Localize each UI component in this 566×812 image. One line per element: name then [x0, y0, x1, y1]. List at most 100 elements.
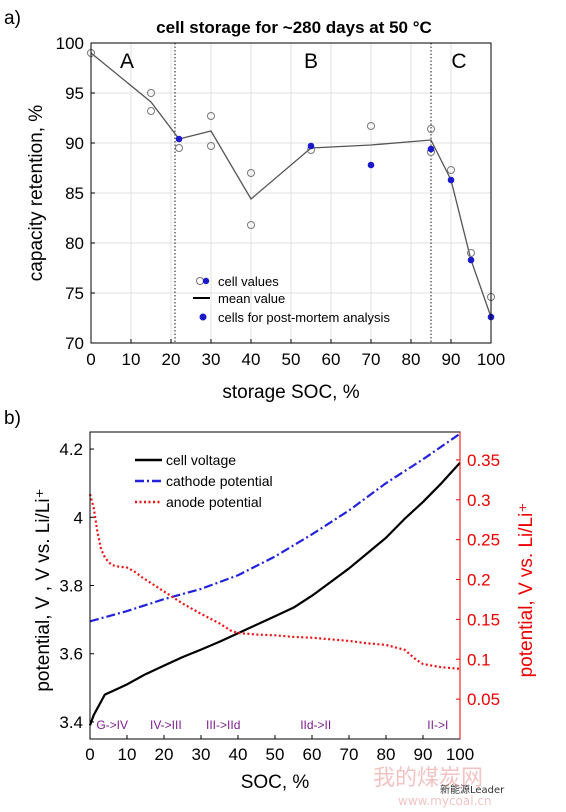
- panel-b-x-ticks: 0 10 20 30 40 50 60 70 80 90 100: [85, 735, 474, 764]
- right-tick-label: 0.25: [467, 531, 500, 550]
- x-tick-label: 0: [85, 745, 94, 764]
- cell-values-points: [87, 49, 495, 301]
- anode-potential-curve: [88, 493, 461, 670]
- x-tick-label: 30: [192, 745, 211, 764]
- cell-value-point: [367, 122, 375, 130]
- x-tick-label: 100: [477, 350, 505, 369]
- panel-a-x-ticks: 0 10 20 30 40 50 60 70 80 90 100: [86, 339, 505, 369]
- x-tick-label: 90: [414, 745, 433, 764]
- legend-label-post-mortem: cells for post-mortem analysis: [218, 310, 390, 325]
- y-tick-label: 70: [65, 334, 84, 353]
- cathode-potential-curve: [89, 432, 461, 623]
- legend-filled-circle: [199, 313, 207, 321]
- x-tick-label: 60: [322, 350, 341, 369]
- stage-label: IV->III: [150, 718, 182, 732]
- x-tick-label: 70: [340, 745, 359, 764]
- x-tick-label: 100: [446, 745, 474, 764]
- left-tick-label: 3.4: [59, 713, 83, 732]
- legend-label-mean-value: mean value: [218, 291, 285, 306]
- panel-b-frame: [89, 431, 461, 740]
- y-tick-label: 90: [65, 134, 84, 153]
- stage-label: III->IId: [206, 718, 240, 732]
- post-mortem-point: [175, 135, 183, 143]
- panel-b-left-ticks: 3.4 3.6 3.8 4 4.2: [59, 440, 94, 732]
- x-tick-label: 20: [155, 745, 174, 764]
- right-tick-label: 0.3: [467, 491, 491, 510]
- region-labels: A B C: [120, 50, 467, 73]
- post-mortem-point: [367, 161, 375, 169]
- legend-filled-circle-small: [202, 277, 210, 285]
- stage-label: IId->II: [300, 718, 331, 732]
- panel-b: b) G->IV IV->III III->IId IId->II II->I 0 10 2…: [4, 408, 537, 793]
- panel-a-y-axis-label: capacity retention, %: [26, 105, 47, 281]
- x-tick-label: 10: [122, 350, 141, 369]
- right-tick-label: 0.15: [467, 610, 500, 629]
- legend-label-cell-voltage: cell voltage: [166, 452, 236, 468]
- cell-value-point: [447, 166, 455, 174]
- x-tick-label: 60: [303, 745, 322, 764]
- panel-b-legend: cell voltage cathode potential anode pot…: [135, 452, 273, 510]
- x-tick-label: 40: [229, 745, 248, 764]
- panel-b-curves: [88, 432, 461, 726]
- panel-b-right-ticks: 0.05 0.1 0.15 0.2 0.25 0.3 0.35: [456, 451, 500, 709]
- x-tick-label: 80: [377, 745, 396, 764]
- legend-open-circle: [196, 277, 204, 285]
- left-tick-label: 4.2: [59, 440, 83, 459]
- x-tick-label: 40: [242, 350, 261, 369]
- x-tick-label: 50: [282, 350, 301, 369]
- panel-a-y-ticks: 70 75 80 85 90 95 100: [56, 34, 95, 353]
- panel-a: a) cell storage for ~280 days at 50 °C A…: [4, 8, 505, 403]
- y-tick-label: 100: [56, 34, 84, 53]
- panel-b-label: b): [4, 408, 21, 429]
- x-tick-label: 30: [202, 350, 221, 369]
- x-tick-label: 20: [162, 350, 181, 369]
- x-tick-label: 50: [266, 745, 285, 764]
- right-tick-label: 0.2: [467, 571, 491, 590]
- x-tick-label: 70: [362, 350, 381, 369]
- region-label: B: [304, 50, 318, 73]
- left-tick-label: 3.8: [59, 577, 83, 596]
- right-tick-label: 0.1: [467, 650, 491, 669]
- cell-value-point: [147, 107, 155, 115]
- cell-value-point: [247, 221, 255, 229]
- y-tick-label: 95: [65, 84, 84, 103]
- y-tick-label: 80: [65, 234, 84, 253]
- cell-value-point: [247, 169, 255, 177]
- post-mortem-point: [447, 176, 455, 184]
- cell-value-point: [207, 142, 215, 150]
- stage-label: II->I: [427, 718, 448, 732]
- cell-value-point: [427, 125, 435, 133]
- post-mortem-point: [467, 256, 475, 264]
- cell-value-point: [207, 112, 215, 120]
- left-tick-label: 4: [74, 508, 83, 527]
- x-tick-label: 10: [118, 745, 137, 764]
- x-tick-label: 0: [86, 350, 95, 369]
- panel-a-grid: [90, 42, 492, 344]
- cell-value-point: [147, 89, 155, 97]
- post-mortem-point: [307, 142, 315, 150]
- stage-label: G->IV: [96, 718, 128, 732]
- region-label: A: [120, 50, 134, 73]
- panel-b-x-axis-label: SOC, %: [241, 772, 310, 793]
- cell-value-point: [175, 144, 183, 152]
- x-tick-label: 80: [402, 350, 421, 369]
- legend-label-cell-values: cell values: [218, 274, 279, 289]
- y-tick-label: 85: [65, 184, 84, 203]
- cell-value-point: [467, 249, 475, 257]
- panel-a-label: a): [4, 8, 21, 29]
- panel-b-right-axis-label: potential, V vs. Li/Li⁺: [516, 503, 537, 678]
- legend-label-anode: anode potential: [166, 494, 262, 510]
- region-label: C: [451, 50, 466, 73]
- watermark-site: 我的煤炭网: [373, 766, 484, 791]
- left-tick-label: 3.6: [59, 645, 83, 664]
- panel-a-x-axis-label: storage SOC, %: [222, 382, 359, 403]
- panel-b-left-axis-label: potential, V , V vs. Li/Li⁺: [33, 488, 54, 691]
- panel-a-frame: [90, 42, 492, 344]
- y-tick-label: 75: [65, 284, 84, 303]
- legend-label-cathode: cathode potential: [166, 473, 273, 489]
- cell-voltage-curve: [88, 461, 461, 726]
- x-tick-label: 90: [442, 350, 461, 369]
- watermark-url: www.mycoal.cn: [398, 794, 492, 808]
- stage-labels: G->IV IV->III III->IId IId->II II->I: [96, 718, 448, 732]
